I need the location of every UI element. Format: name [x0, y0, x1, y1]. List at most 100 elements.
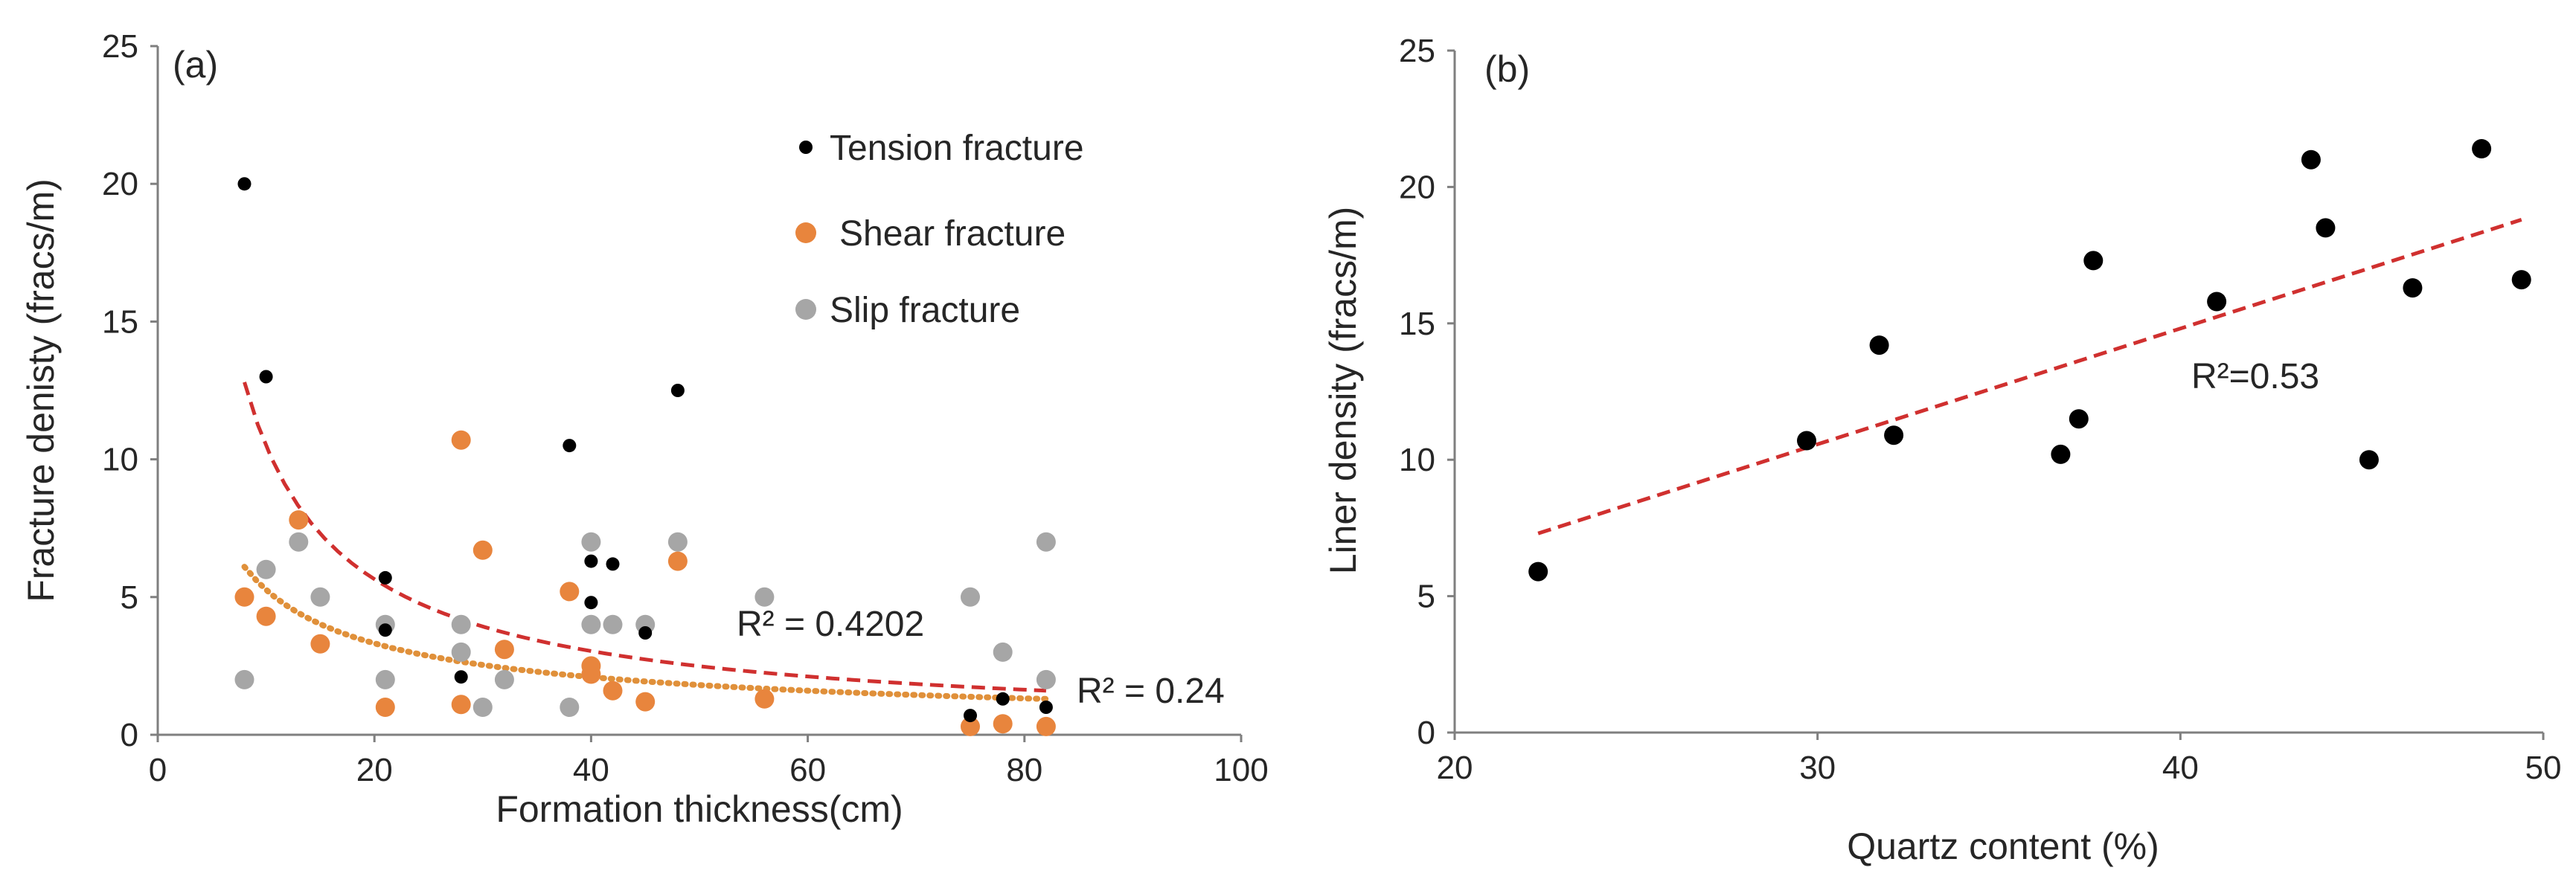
legend-marker-slip	[795, 299, 816, 320]
point-liner-density	[2359, 450, 2379, 470]
point-shear-fracture	[603, 680, 623, 701]
point-liner-density	[2301, 149, 2321, 170]
point-tension-fracture	[606, 557, 620, 571]
point-slip-fracture	[256, 559, 276, 579]
point-shear-fracture	[754, 689, 775, 709]
point-tension-fracture	[638, 626, 653, 640]
point-shear-fracture	[451, 430, 471, 450]
y-tick-label: 5	[1417, 579, 1435, 615]
point-shear-fracture	[993, 714, 1013, 734]
point-shear-fracture	[256, 606, 276, 626]
point-shear-fracture	[234, 587, 254, 607]
point-liner-density	[2069, 409, 2089, 429]
x-tick-label: 40	[2162, 750, 2199, 786]
x-tick-label: 20	[1437, 750, 1473, 786]
trendline-liner-density	[1537, 218, 2522, 535]
legend-label-shear: Shear fracture	[839, 214, 1066, 254]
point-slip-fracture	[451, 642, 471, 662]
y-tick-label: 0	[1417, 715, 1435, 751]
point-slip-fracture	[472, 698, 493, 717]
y-tick-label: 0	[121, 717, 138, 753]
point-shear-fracture	[310, 634, 330, 654]
panel-b-x-axis-title: Quartz content (%)	[1847, 826, 2159, 867]
point-liner-density	[2316, 218, 2336, 238]
legend-marker-tension	[799, 141, 813, 154]
x-tick-label: 30	[1799, 750, 1836, 786]
point-liner-density	[2207, 292, 2227, 312]
point-slip-fracture	[581, 614, 601, 634]
point-tension-fracture	[996, 692, 1010, 706]
panel-a-x-axis-title: Formation thickness(cm)	[496, 788, 903, 830]
point-shear-fracture	[581, 656, 601, 676]
x-tick-label: 100	[1214, 752, 1268, 788]
panel-b-label: (b)	[1484, 48, 1530, 90]
point-tension-fracture	[584, 554, 598, 568]
point-tension-fracture	[584, 596, 598, 610]
panel-a-y-axis-title: Fracture denisty (fracs/m)	[20, 178, 62, 602]
point-shear-fracture	[961, 716, 980, 736]
y-tick-label: 20	[102, 166, 138, 202]
point-tension-fracture	[454, 670, 468, 684]
point-slip-fracture	[375, 669, 395, 689]
point-tension-fracture	[259, 370, 273, 384]
point-slip-fracture	[494, 669, 514, 689]
legend-marker-shear	[795, 222, 816, 243]
point-tension-fracture	[237, 177, 251, 191]
r2-label-liner-density: R²=0.53	[2191, 357, 2319, 396]
panel-b-y-axis-title: Liner density (fracs/m)	[1322, 207, 1364, 575]
legend-label-slip: Slip fracture	[830, 291, 1020, 330]
point-shear-fracture	[635, 692, 656, 712]
r2-label-shear-fracture: R² = 0.24	[1077, 672, 1225, 711]
point-tension-fracture	[964, 709, 977, 723]
point-liner-density	[1869, 335, 1889, 355]
point-liner-density	[1797, 431, 1816, 451]
point-slip-fracture	[581, 532, 601, 552]
trendline-shear-fracture	[241, 564, 1049, 702]
point-tension-fracture	[378, 570, 392, 585]
point-shear-fracture	[494, 640, 514, 660]
point-liner-density	[2511, 270, 2531, 290]
r2-label-tension-fracture: R² = 0.4202	[737, 605, 924, 644]
point-tension-fracture	[670, 384, 685, 397]
y-tick-label: 25	[1399, 33, 1435, 69]
y-tick-label: 25	[102, 28, 138, 65]
point-slip-fracture	[667, 532, 688, 552]
point-liner-density	[2083, 251, 2104, 271]
x-tick-label: 50	[2525, 750, 2562, 786]
point-slip-fracture	[289, 532, 309, 552]
y-tick-label: 15	[1399, 306, 1435, 342]
point-slip-fracture	[993, 642, 1013, 662]
point-shear-fracture	[472, 540, 493, 560]
x-tick-label: 0	[149, 752, 167, 788]
point-tension-fracture	[378, 623, 392, 637]
point-shear-fracture	[1036, 716, 1056, 736]
x-tick-label: 60	[789, 752, 826, 788]
point-slip-fracture	[1036, 532, 1056, 552]
y-tick-label: 5	[121, 579, 138, 616]
legend-item-slip-fracture: Slip fracture	[795, 291, 1020, 330]
point-liner-density	[2472, 139, 2492, 158]
point-tension-fracture	[1039, 701, 1053, 714]
panel-a-legend: Tension fracture Shear fracture Slip fra…	[795, 129, 1084, 330]
point-slip-fracture	[1036, 669, 1056, 689]
y-tick-label: 15	[102, 303, 138, 340]
chart-panel-a: 0 5 10 15 20 25 0 20 40 60 80 100 (a) Formation th…	[20, 28, 1269, 830]
point-slip-fracture	[560, 698, 580, 717]
point-slip-fracture	[754, 587, 775, 607]
chart-panel-b: 0 5 10 15 20 25 20 30 40 50 (b) Quartz content (…	[1322, 33, 2561, 867]
point-liner-density	[1884, 425, 1904, 445]
point-liner-density	[2051, 444, 2071, 464]
trendline-tension-fracture	[243, 382, 1047, 693]
x-tick-label: 80	[1006, 752, 1042, 788]
point-slip-fracture	[961, 587, 980, 607]
point-slip-fracture	[234, 669, 254, 689]
point-tension-fracture	[563, 439, 577, 453]
legend-item-shear-fracture: Shear fracture	[795, 214, 1066, 254]
point-liner-density	[2403, 278, 2423, 298]
point-slip-fracture	[310, 587, 330, 607]
point-slip-fracture	[451, 614, 471, 634]
point-shear-fracture	[451, 695, 471, 715]
point-shear-fracture	[667, 551, 688, 571]
panel-a-label: (a)	[173, 44, 218, 86]
